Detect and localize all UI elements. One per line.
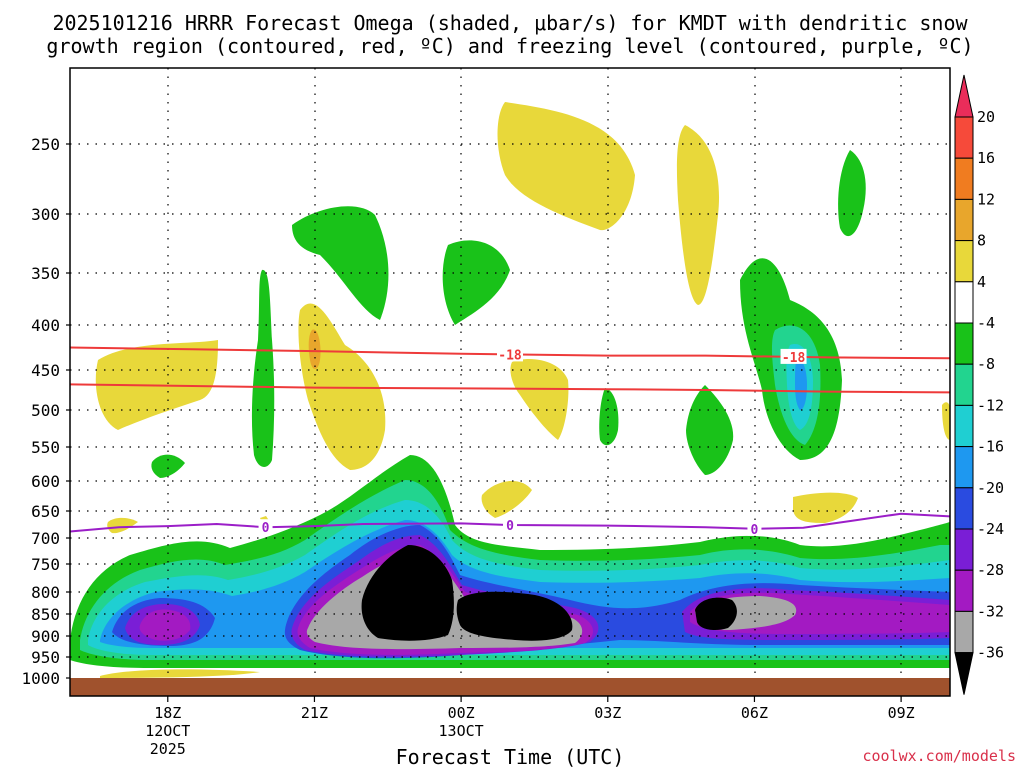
y-tick-label: 350 [31,264,60,283]
dgz-contour-label: -18 [782,351,806,366]
freezing-label-bg [258,519,273,535]
plot-border [69,67,951,697]
sinking-area-upper-2 [676,125,720,305]
rising-area-mid-1 [251,269,275,467]
colorbar-swatch [954,569,974,612]
dgz-label-bg [780,348,807,364]
y-tick-label: 600 [31,472,60,491]
x-tick-label: 21Z [301,704,328,722]
rising-area-small-1 [151,454,185,478]
colorbar-label: -32 [977,602,1004,620]
sinking-area-small-3 [942,402,950,440]
colorbar-swatch [954,157,974,200]
rising-area-upper-3 [838,150,866,237]
colorbar-label: -4 [977,314,995,332]
y-tick-label: 800 [31,583,60,602]
y-tick-label: 850 [31,605,60,624]
freezing-label-bg [747,520,762,536]
sinking-area-surface [100,669,260,678]
y-tick-label: 1000 [21,669,60,688]
dgz-contour-label: -18 [498,348,522,363]
colorbar-swatch [954,281,974,324]
y-tick-label: 900 [31,627,60,646]
chart-title-line2: growth region (contoured, red, ºC) and f… [46,34,973,58]
colorbar-swatch [954,528,974,571]
colorbar-label: 4 [977,273,986,291]
colorbar-label: 12 [977,190,995,208]
colorbar-label: -16 [977,438,1004,456]
x-tick-label: 06Z [741,704,768,722]
colorbar-label: 16 [977,149,995,167]
dgz-top-contour [69,346,951,360]
colorbar-swatch [954,198,974,242]
colorbar-swatch [954,240,974,283]
y-tick-label: 950 [31,648,60,667]
y-tick-label: 500 [31,401,60,420]
x-axis-label: Forecast Time (UTC) [396,745,625,768]
x-tick-label: 00Z [448,704,475,722]
colorbar-top-arrow [954,74,974,118]
x-tick-label: 03Z [594,704,621,722]
freezing-contour-label: 0 [262,521,270,536]
rising-area-mid-3 [599,388,619,446]
y-tick-label: 400 [31,316,60,335]
sinking-area-mid-3 [510,359,569,440]
sinking-area-small-4 [107,517,138,534]
colorbar-swatch [954,487,974,530]
chart-title-line1: 2025101216 HRRR Forecast Omega (shaded, … [52,11,968,35]
colorbar-swatch [954,116,974,159]
colorbar-swatch [954,322,974,365]
freezing-level-contour [69,512,951,533]
colorbar-label: -12 [977,396,1004,414]
y-axis: 250 300 350 400 450 500 550 600 650 700 750 800 850 9… [21,135,70,688]
x-tick-year: 2025 [150,740,186,758]
dgz-label-bg [497,346,523,362]
y-tick-label: 250 [31,135,60,154]
rising-area-mid-4 [686,385,734,475]
y-tick-label: 700 [31,529,60,548]
colorbar-label: 8 [977,232,986,250]
colorbar-swatch [954,363,974,406]
freezing-contour-label: 0 [751,523,759,538]
x-tick-label: 09Z [888,704,915,722]
colorbar-swatch [954,404,974,448]
x-tick-date: 13OCT [439,722,484,740]
colorbar-label: 20 [977,108,995,126]
rising-area-upper-2 [442,240,510,325]
plot-area: -18 -18 0 0 0 [69,67,951,697]
colorbar: 20 16 12 8 4 -4 -8 -12 -16 -20 -24 -28 -32 -36 [954,74,1004,695]
sinking-area-small-1 [481,480,532,518]
omega-shading [70,102,950,678]
contour-layer: -18 -18 0 0 0 [69,346,951,538]
colorbar-label: -24 [977,520,1004,538]
colorbar-label: -20 [977,479,1004,497]
colorbar-label: -28 [977,561,1004,579]
rising-core-mid-3 [795,359,807,410]
colorbar-swatch [954,610,974,654]
colorbar-label: -36 [977,644,1004,662]
sinking-area-upper-1 [497,102,635,231]
colorbar-label: -8 [977,355,995,373]
x-tick-date: 12OCT [145,722,190,740]
terrain-ground [70,678,950,696]
rising-band-black [361,545,737,641]
y-tick-label: 450 [31,361,60,380]
y-tick-label: 550 [31,438,60,457]
freezing-contour-label: 0 [506,519,514,534]
y-tick-label: 750 [31,555,60,574]
sinking-area-small-2 [793,492,858,523]
colorbar-swatch [954,446,974,489]
freezing-label-bg [503,517,517,533]
x-tick-label: 18Z [154,704,181,722]
rising-area-upper-1 [292,206,389,320]
colorbar-bottom-arrow [954,652,974,695]
y-tick-label: 650 [31,502,60,521]
credit-text: coolwx.com/models [862,747,1016,765]
dgz-bottom-contour [69,383,951,394]
y-tick-label: 300 [31,205,60,224]
